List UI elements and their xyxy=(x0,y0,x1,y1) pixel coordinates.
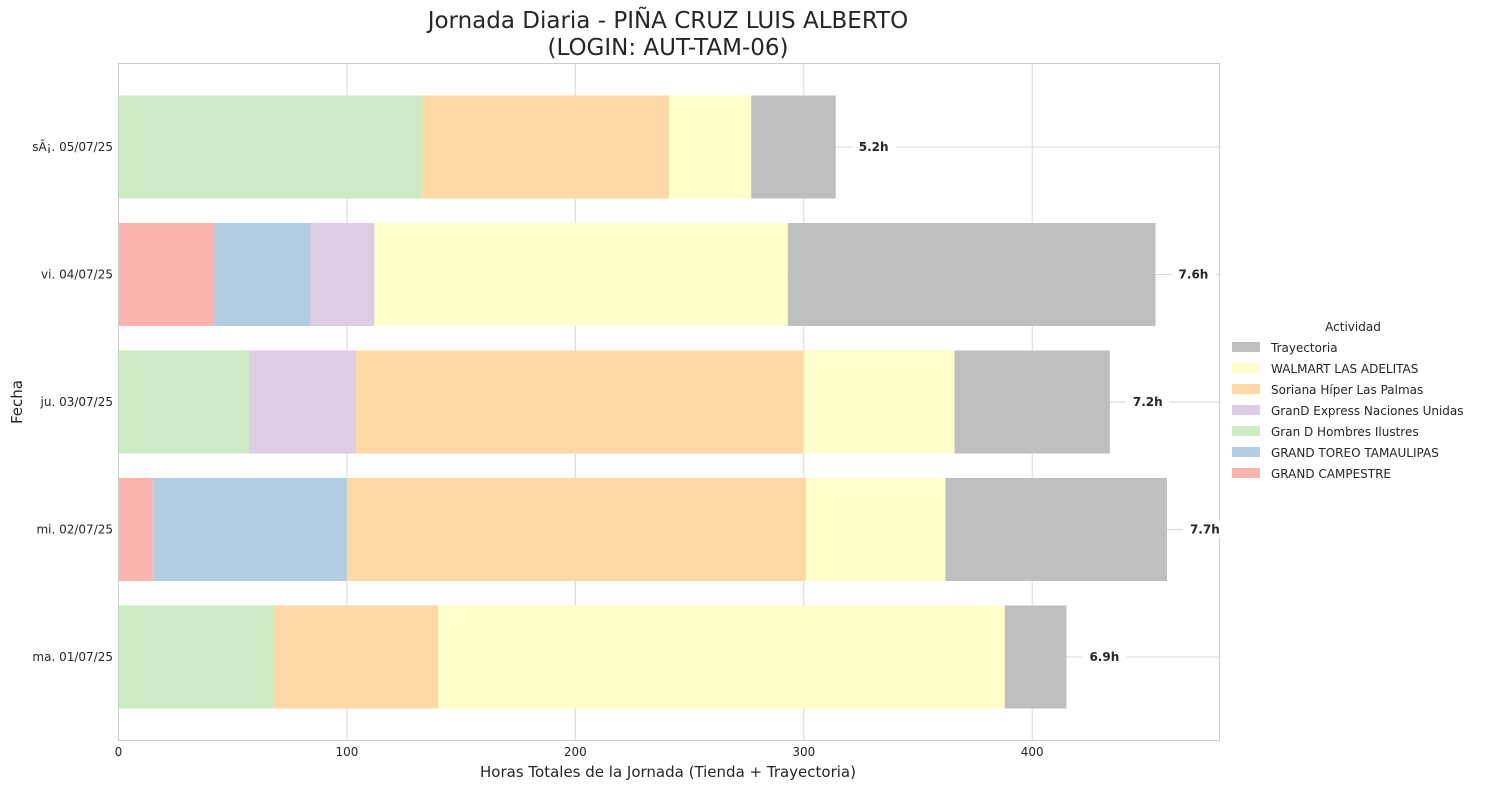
bar-gran-d-hombres-ilustres xyxy=(118,605,274,709)
legend-swatch xyxy=(1232,363,1260,373)
bar-grand-campestre xyxy=(118,478,153,581)
total-label: 7.6h xyxy=(1179,268,1209,282)
labels: 0 100 200 300 400 ma. 01/07/25 mi. 02/07/25 ju.… xyxy=(32,138,1227,759)
bar-soriana-hi-per-las-palmas xyxy=(346,478,807,581)
bar-gran-d-hombres-ilustres xyxy=(118,95,423,199)
legend-label: GRAND CAMPESTRE xyxy=(1271,467,1391,481)
bar-walmart-las-adelitas xyxy=(438,605,1005,709)
x-tick-label: 0 xyxy=(115,745,123,759)
plot-frame xyxy=(118,63,1220,741)
bar-trayectoria xyxy=(954,350,1110,454)
legend-swatch xyxy=(1232,342,1260,352)
bar-trayectoria xyxy=(945,478,1167,581)
total-label: 6.9h xyxy=(1089,650,1119,664)
total-label: 7.2h xyxy=(1133,395,1163,409)
bar-trayectoria xyxy=(787,223,1156,326)
legend-swatch xyxy=(1232,468,1260,478)
x-tick-label: 100 xyxy=(335,745,358,759)
y-tick-label: vi. 04/07/25 xyxy=(41,268,113,282)
bar-trayectoria xyxy=(1004,605,1067,709)
y-tick-label: mi. 02/07/25 xyxy=(36,523,113,537)
chart-title-line2: (LOGIN: AUT-TAM-06) xyxy=(547,35,788,61)
legend: Actividad Trayectoria WALMART LAS ADELITA… xyxy=(1232,320,1464,481)
legend-label: GRAND TOREO TAMAULIPAS xyxy=(1271,446,1439,460)
total-label-background xyxy=(1125,393,1170,411)
bar-walmart-las-adelitas xyxy=(374,223,788,326)
legend-label: GranD Express Naciones Unidas xyxy=(1271,404,1464,418)
total-label-background xyxy=(1171,265,1216,284)
bar-grand-toreo-tamaulipas xyxy=(214,223,311,326)
legend-swatch xyxy=(1232,384,1260,394)
legend-label: Gran D Hombres Ilustres xyxy=(1271,425,1419,439)
bar-walmart-las-adelitas xyxy=(669,95,752,199)
bar-gran-d-hombres-ilustres xyxy=(118,350,249,454)
x-tick-label: 300 xyxy=(792,745,815,759)
bar-soriana-hi-per-las-palmas xyxy=(273,605,439,709)
legend-swatch xyxy=(1232,426,1260,436)
bar-walmart-las-adelitas xyxy=(803,350,955,454)
y-tick-label: ju. 03/07/25 xyxy=(40,395,113,409)
total-label-background xyxy=(851,138,896,156)
legend-title: Actividad xyxy=(1325,320,1381,334)
bar-soriana-hi-per-las-palmas xyxy=(356,350,804,454)
bars xyxy=(118,95,1167,709)
legend-swatch xyxy=(1232,447,1260,457)
bar-grand-express-naciones-unidas xyxy=(310,223,375,326)
bar-grand-campestre xyxy=(118,223,215,326)
total-label: 5.2h xyxy=(859,140,889,154)
chart-title-line1: Jornada Diaria - PIÑA CRUZ LUIS ALBERTO xyxy=(426,6,909,34)
bar-walmart-las-adelitas xyxy=(806,478,946,581)
bar-soriana-hi-per-las-palmas xyxy=(422,95,669,199)
legend-label: WALMART LAS ADELITAS xyxy=(1271,362,1418,376)
y-axis-title: Fecha xyxy=(8,380,26,424)
y-tick-label: sÃ¡. 05/07/25 xyxy=(32,139,113,154)
legend-swatch xyxy=(1232,405,1260,415)
bar-grand-toreo-tamaulipas xyxy=(152,478,347,581)
legend-label: Trayectoria xyxy=(1270,341,1338,355)
y-tick-label: ma. 01/07/25 xyxy=(32,650,113,664)
x-tick-label: 400 xyxy=(1021,745,1044,759)
total-label: 7.7h xyxy=(1190,523,1220,537)
total-label-background xyxy=(1082,648,1127,666)
x-axis-title: Horas Totales de la Jornada (Tienda + Tr… xyxy=(480,763,856,781)
legend-label: Soriana Híper Las Palmas xyxy=(1271,383,1423,397)
x-tick-label: 200 xyxy=(564,745,587,759)
total-label-background xyxy=(1182,520,1227,539)
bar-trayectoria xyxy=(751,95,836,199)
bar-grand-express-naciones-unidas xyxy=(248,350,357,454)
